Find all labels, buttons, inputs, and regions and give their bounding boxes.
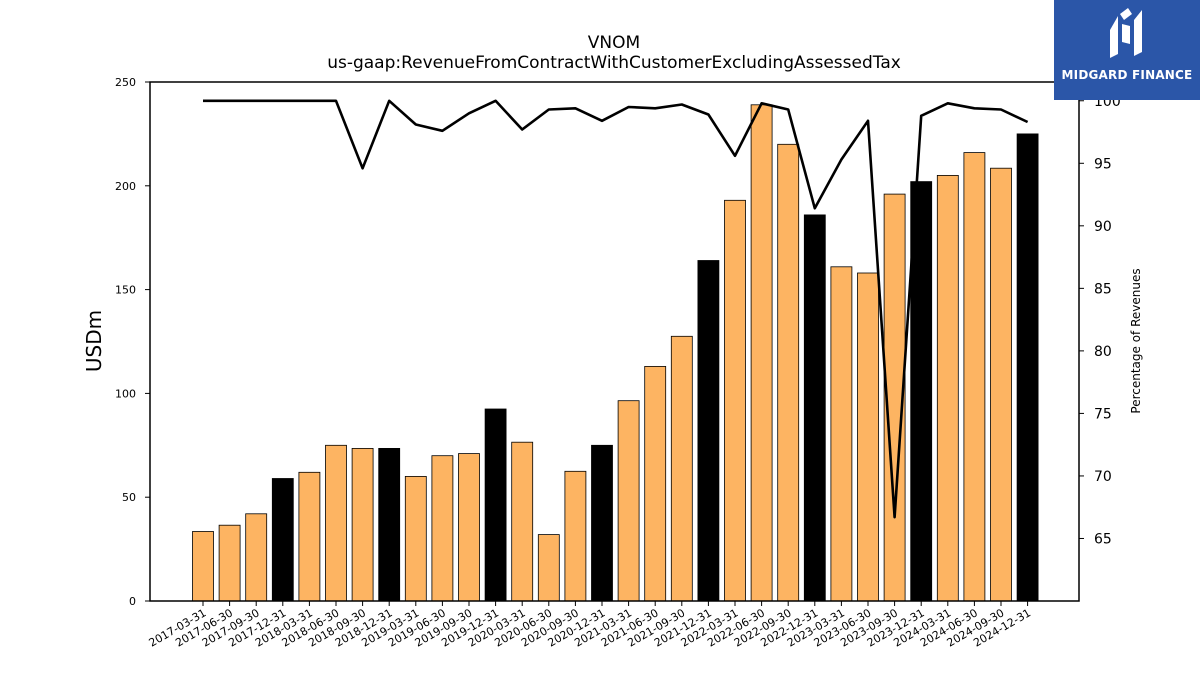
bar-2019-06-30: [431, 455, 454, 602]
plot-frame: [149, 81, 1080, 602]
bar-2022-03-31: [724, 199, 746, 602]
bar-2020-12-31: [591, 444, 613, 602]
bar-2022-06-30: [750, 104, 773, 602]
bar-2020-03-31: [511, 441, 534, 602]
bar-2018-09-30: [351, 447, 374, 602]
chart-title: VNOM: [588, 33, 640, 53]
bar-series: [192, 104, 1039, 602]
y2-tick-label: 70: [1094, 469, 1112, 485]
bar-2017-06-30: [218, 524, 241, 602]
brand-logo: MIDGARD FINANCE: [1054, 0, 1200, 100]
bar-2017-09-30: [245, 513, 268, 602]
left-y-axis: 0 50 100 150 200 250: [115, 76, 150, 608]
y2-tick-label: 95: [1094, 156, 1112, 172]
left-y-axis-label: USDm: [82, 310, 106, 372]
bar-2017-12-31: [271, 478, 294, 602]
bar-2024-12-31: [1016, 133, 1039, 602]
bar-2020-06-30: [537, 534, 560, 602]
y2-tick-label: 75: [1094, 406, 1112, 422]
y2-tick-label: 65: [1094, 531, 1112, 547]
bar-2021-12-31: [697, 260, 720, 602]
y-tick-label: 200: [115, 180, 136, 193]
bar-2024-03-31: [936, 174, 959, 602]
y-tick-label: 0: [129, 595, 136, 608]
bar-2019-09-30: [458, 453, 480, 602]
bar-2018-12-31: [378, 447, 401, 602]
percentage-line-series: [203, 99, 1029, 519]
y2-tick-label: 90: [1094, 219, 1112, 235]
brand-name: MIDGARD FINANCE: [1061, 68, 1193, 82]
x-axis: 2017-03-312017-06-302017-09-302017-12-31…: [147, 601, 1033, 650]
bar-2024-09-30: [990, 167, 1012, 602]
y-tick-label: 100: [115, 387, 136, 400]
midgard-logo-icon: [1110, 8, 1142, 58]
y-tick-label: 250: [115, 76, 136, 89]
bar-2021-06-30: [644, 365, 667, 602]
bar-2018-03-31: [298, 471, 321, 602]
y2-tick-label: 80: [1094, 344, 1112, 360]
bar-2020-09-30: [564, 470, 587, 602]
y-tick-label: 50: [122, 491, 136, 504]
bar-2022-09-30: [777, 143, 800, 602]
bar-2022-12-31: [803, 214, 826, 602]
chart-subtitle: us-gaap:RevenueFromContractWithCustomerE…: [327, 53, 901, 73]
bar-2019-12-31: [484, 408, 507, 602]
bar-2021-09-30: [670, 335, 693, 602]
y-tick-label: 150: [115, 284, 136, 297]
right-y-axis-label: Percentage of Revenues: [1129, 268, 1143, 413]
bar-2017-03-31: [192, 531, 214, 602]
bar-2018-06-30: [325, 444, 347, 602]
bar-2023-03-31: [830, 266, 853, 602]
bar-2023-06-30: [857, 272, 879, 602]
percentage-line: [203, 99, 1029, 519]
y2-tick-label: 85: [1094, 281, 1112, 297]
bar-2024-06-30: [963, 152, 986, 602]
bar-2019-03-31: [404, 475, 427, 602]
bar-2021-03-31: [617, 400, 640, 602]
